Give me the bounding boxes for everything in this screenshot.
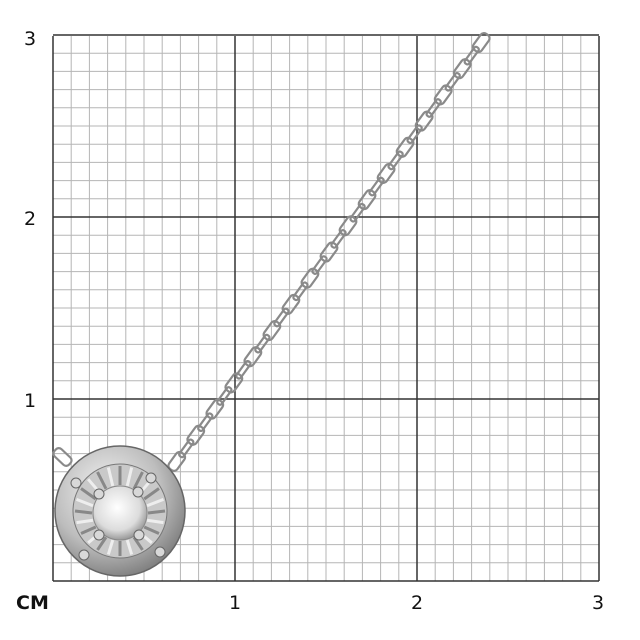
chain-link [235,359,252,380]
chain-link [414,110,434,132]
chain-link [425,98,442,118]
chain-link [471,32,491,54]
chain-link [452,58,472,80]
chain-link [52,447,73,467]
pendant-ray [76,518,94,525]
chain-link [406,124,423,145]
chain-link [300,267,320,289]
chain-link [224,372,244,394]
unit-label: CM [16,592,49,614]
y-tick-1: 1 [24,390,37,412]
chain-link [319,241,339,263]
chain-link [387,150,404,171]
chain-link [330,229,347,249]
chain-link [205,398,225,420]
pendant-ray [96,536,108,551]
y-tick-2: 2 [24,208,37,230]
pendant [54,445,186,577]
pendant-ray [80,487,97,501]
chain-link [357,189,377,211]
pendant-ray [143,525,160,535]
chain-link [243,346,263,368]
chain-link [273,307,290,328]
chain-link [376,162,396,184]
chain-link [254,333,271,354]
y-tick-3: 3 [24,28,37,50]
necklace-chain [52,32,491,472]
pendant-ray [74,509,93,515]
chain-link [368,176,385,197]
pendant-ray [132,471,144,490]
pendant-ray [146,518,164,525]
chain-link [292,281,309,302]
chain-link [281,293,301,315]
x-tick-2: 2 [411,592,424,614]
pendant-ray [143,487,160,501]
pendant-ray [80,525,97,535]
pendant-ray [132,536,144,551]
chain-link [444,71,461,92]
chain-link [178,438,195,459]
pendant-ray [146,497,165,508]
chain-link [216,386,233,406]
chain-link [463,45,480,66]
chain-link [433,84,453,106]
x-tick-1: 1 [229,592,242,614]
pendant-ray [75,497,94,508]
pendant-ray [106,467,115,487]
chain-link [311,255,328,275]
pendant-ray [96,471,108,490]
pendant-ray [125,467,134,487]
x-tick-3: 3 [592,592,605,614]
chain-link [395,136,415,158]
pendant-ray [147,509,166,515]
chain-link [349,202,366,223]
chain-link [197,412,214,433]
pendant-ray [106,539,115,555]
pendant-ray [125,539,134,555]
chain-link [186,424,206,446]
chain-link [338,215,358,237]
chain-link [262,320,282,342]
